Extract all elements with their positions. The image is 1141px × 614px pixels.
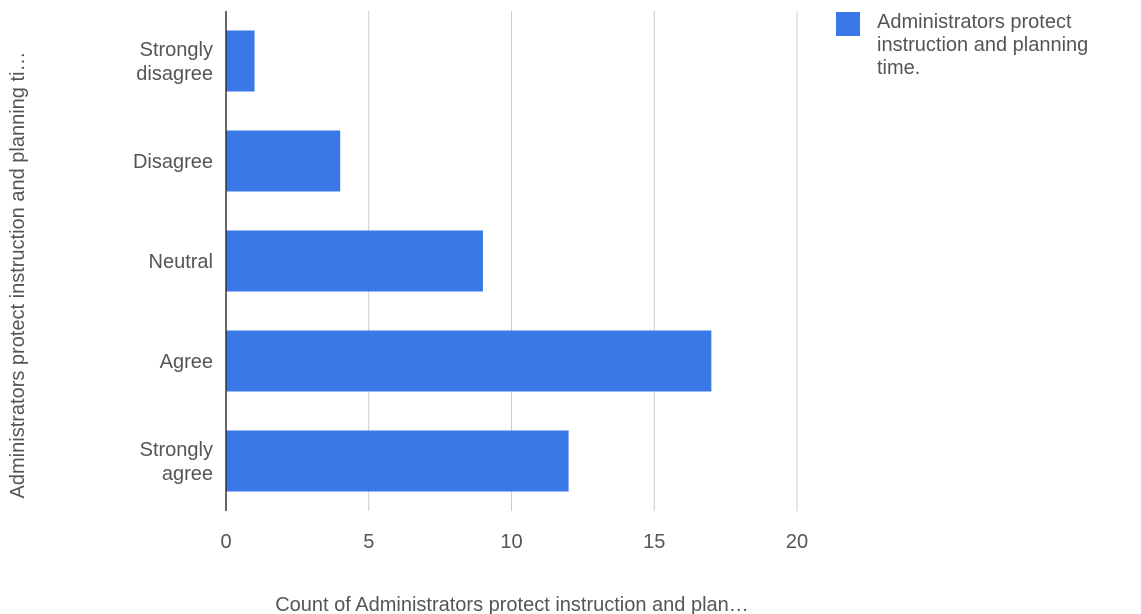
bar-strongly-disagree — [226, 30, 255, 92]
category-label-0-1: disagree — [136, 63, 213, 85]
bar-neutral — [226, 230, 483, 292]
x-tick-label-5: 5 — [363, 531, 374, 553]
bar-agree — [226, 330, 712, 392]
category-label-0-0: Strongly — [140, 39, 213, 61]
category-label-3-0: Agree — [160, 351, 213, 373]
bar-disagree — [226, 130, 341, 192]
category-label-4-0: Strongly — [140, 439, 213, 461]
labels: 0 5 10 15 20StronglydisagreeDisagreeNeutralA… — [133, 39, 808, 553]
x-axis-title: Count of Administrators protect instruct… — [275, 594, 749, 614]
x-tick-label-20: 20 — [786, 531, 808, 553]
x-tick-label-0: 0 — [220, 531, 231, 553]
y-axis-title: Administrators protect instruction and p… — [7, 52, 29, 499]
x-tick-label-15: 15 — [643, 531, 665, 553]
bar-strongly-agree — [226, 430, 569, 492]
bars — [226, 30, 712, 492]
category-label-2-0: Neutral — [149, 251, 213, 273]
category-label-4-1: agree — [162, 463, 213, 485]
legend-line-2: time. — [877, 57, 920, 79]
legend-label: Administrators protect instruction and pl… — [877, 11, 1088, 79]
legend-line-0: Administrators protect — [877, 11, 1072, 33]
x-tick-label-10: 10 — [500, 531, 522, 553]
legend-swatch — [836, 12, 860, 36]
legend-line-1: instruction and planning — [877, 34, 1088, 56]
category-label-1-0: Disagree — [133, 151, 213, 173]
legend: Administrators protect instruction and pl… — [836, 11, 1088, 79]
